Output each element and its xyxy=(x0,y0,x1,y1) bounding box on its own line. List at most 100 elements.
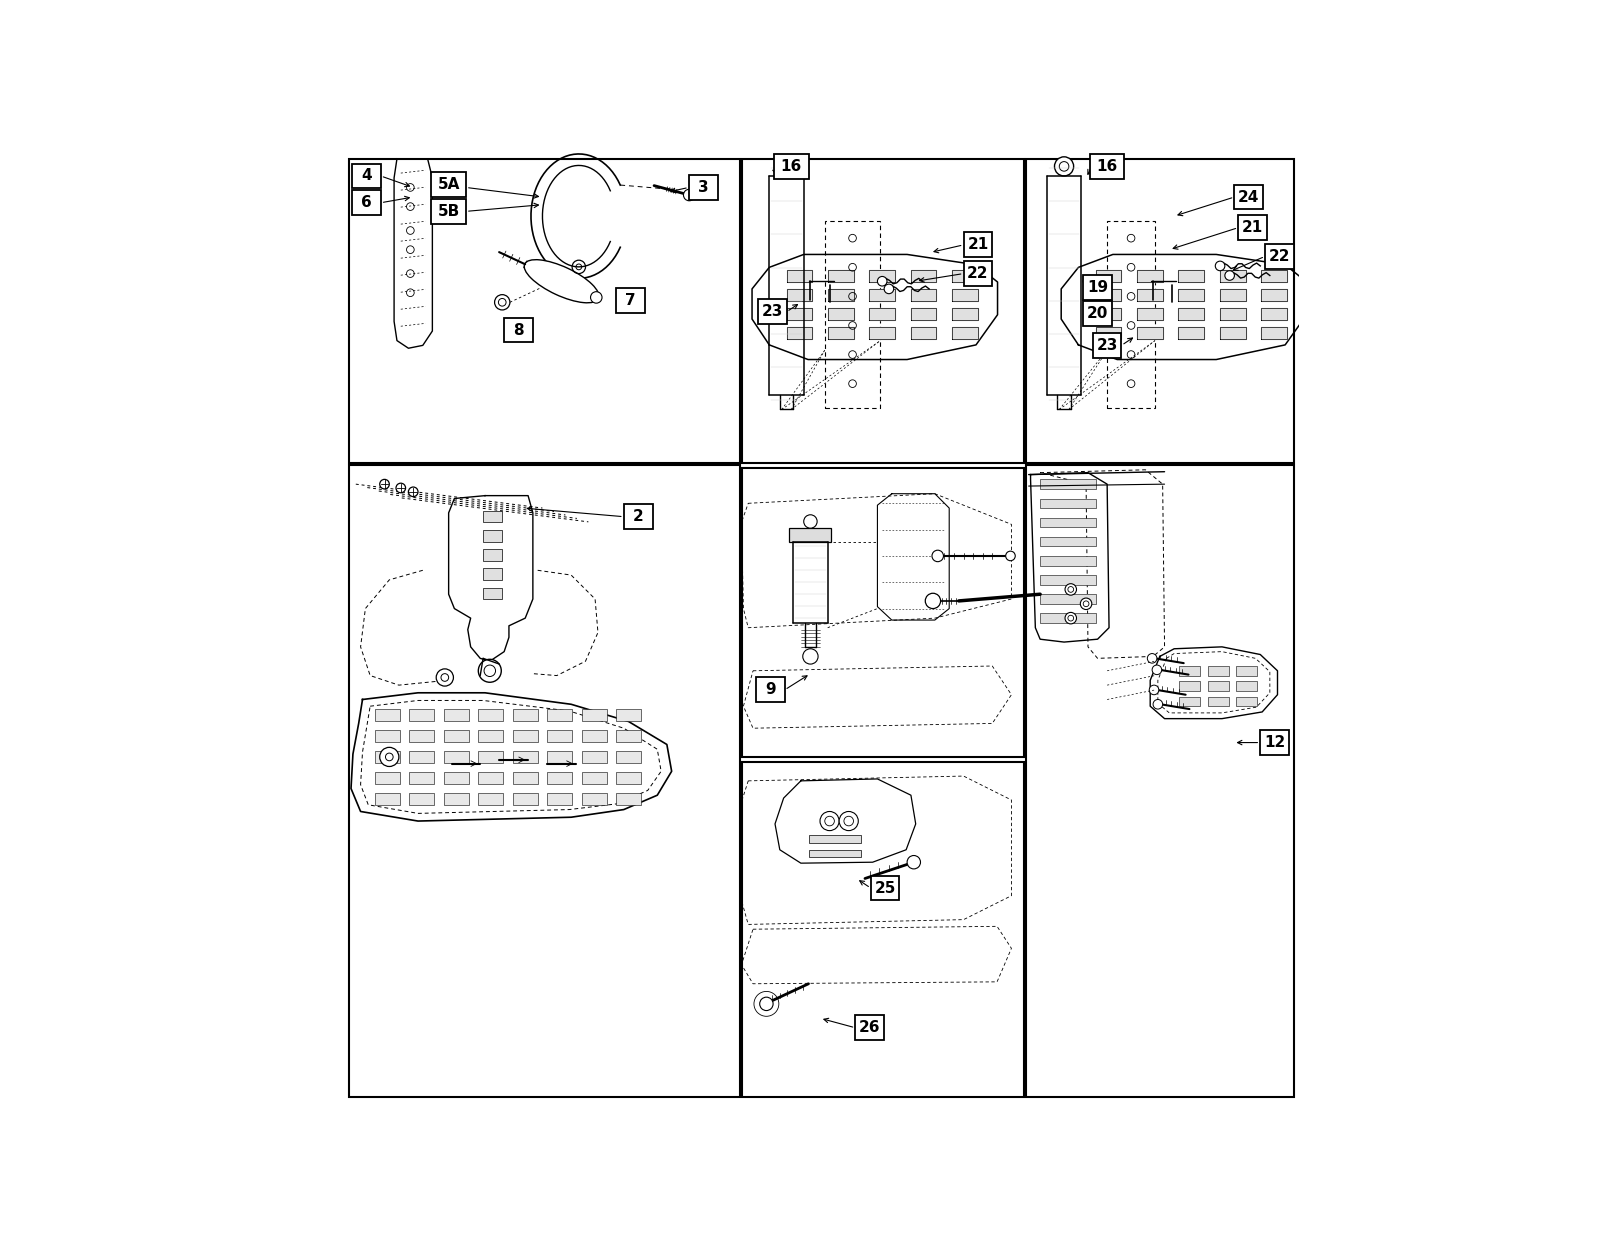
Bar xyxy=(1040,613,1096,623)
Circle shape xyxy=(1067,615,1074,622)
Bar xyxy=(349,465,739,1096)
Bar xyxy=(824,221,880,408)
Bar xyxy=(443,709,469,721)
Polygon shape xyxy=(910,308,936,319)
Polygon shape xyxy=(1178,270,1205,282)
Circle shape xyxy=(1154,700,1163,709)
Circle shape xyxy=(1080,598,1091,609)
Polygon shape xyxy=(827,270,854,282)
Polygon shape xyxy=(1219,288,1245,301)
Polygon shape xyxy=(787,308,813,319)
Text: 25: 25 xyxy=(874,880,896,895)
Bar xyxy=(512,793,538,804)
Bar xyxy=(1237,696,1258,706)
Circle shape xyxy=(1226,271,1235,280)
Text: 2: 2 xyxy=(632,510,643,525)
Bar xyxy=(741,762,1024,1096)
Circle shape xyxy=(1216,261,1226,271)
Bar xyxy=(483,568,502,579)
Text: 7: 7 xyxy=(626,293,635,308)
Bar xyxy=(374,793,400,804)
Bar xyxy=(547,730,573,742)
Bar xyxy=(690,175,717,200)
Circle shape xyxy=(397,484,405,492)
Circle shape xyxy=(499,298,506,306)
Bar xyxy=(582,709,606,721)
Bar xyxy=(1040,576,1096,584)
Polygon shape xyxy=(910,270,936,282)
Polygon shape xyxy=(787,327,813,339)
Circle shape xyxy=(1083,276,1093,286)
Bar xyxy=(624,505,653,530)
Circle shape xyxy=(1147,654,1157,663)
Polygon shape xyxy=(869,308,894,319)
Text: 6: 6 xyxy=(362,195,371,210)
Bar xyxy=(478,730,502,742)
Bar xyxy=(374,730,400,742)
Text: 23: 23 xyxy=(1096,338,1118,353)
Bar xyxy=(1179,681,1200,691)
Bar xyxy=(432,172,466,198)
Bar xyxy=(1090,154,1125,179)
Bar xyxy=(512,772,538,784)
Circle shape xyxy=(803,515,818,528)
Polygon shape xyxy=(869,327,894,339)
Bar xyxy=(582,751,606,763)
Bar xyxy=(1083,276,1112,301)
Circle shape xyxy=(907,855,920,869)
Bar xyxy=(616,772,642,784)
Circle shape xyxy=(379,747,398,767)
Circle shape xyxy=(1066,613,1077,624)
Bar xyxy=(1266,244,1294,268)
Bar xyxy=(1083,301,1112,326)
Bar xyxy=(374,709,400,721)
Polygon shape xyxy=(1261,288,1286,301)
Bar xyxy=(1040,556,1096,566)
Bar xyxy=(374,772,400,784)
Bar xyxy=(616,751,642,763)
Circle shape xyxy=(885,285,894,293)
Bar xyxy=(870,875,899,900)
Bar xyxy=(1093,333,1122,358)
Circle shape xyxy=(877,276,886,286)
Bar xyxy=(443,772,469,784)
Bar xyxy=(755,677,784,702)
Bar xyxy=(963,232,992,257)
Bar xyxy=(1237,681,1258,691)
Polygon shape xyxy=(1096,308,1122,319)
Bar xyxy=(1026,465,1294,1096)
Circle shape xyxy=(683,189,694,201)
Circle shape xyxy=(843,817,853,825)
Bar xyxy=(582,793,606,804)
Bar xyxy=(582,730,606,742)
Circle shape xyxy=(485,665,496,676)
Text: 20: 20 xyxy=(1086,306,1109,321)
Circle shape xyxy=(821,812,838,830)
Polygon shape xyxy=(869,270,894,282)
Polygon shape xyxy=(1261,270,1286,282)
Bar xyxy=(1040,480,1096,488)
Bar xyxy=(410,709,434,721)
Circle shape xyxy=(1054,157,1074,177)
Bar xyxy=(1040,537,1096,547)
Bar xyxy=(547,772,573,784)
Bar xyxy=(808,835,861,843)
Polygon shape xyxy=(1261,308,1286,319)
Bar xyxy=(512,730,538,742)
Bar xyxy=(547,709,573,721)
Bar xyxy=(432,199,466,224)
Circle shape xyxy=(494,295,510,310)
Circle shape xyxy=(1066,584,1077,595)
Polygon shape xyxy=(1219,308,1245,319)
Bar xyxy=(616,288,645,313)
Circle shape xyxy=(386,753,394,761)
Text: 21: 21 xyxy=(968,237,989,252)
Polygon shape xyxy=(787,270,813,282)
Bar xyxy=(616,793,642,804)
Bar xyxy=(1040,498,1096,508)
Text: 16: 16 xyxy=(781,159,802,174)
Circle shape xyxy=(1006,551,1016,561)
Bar xyxy=(1107,221,1155,408)
Bar xyxy=(741,467,1024,757)
Circle shape xyxy=(1149,685,1158,695)
